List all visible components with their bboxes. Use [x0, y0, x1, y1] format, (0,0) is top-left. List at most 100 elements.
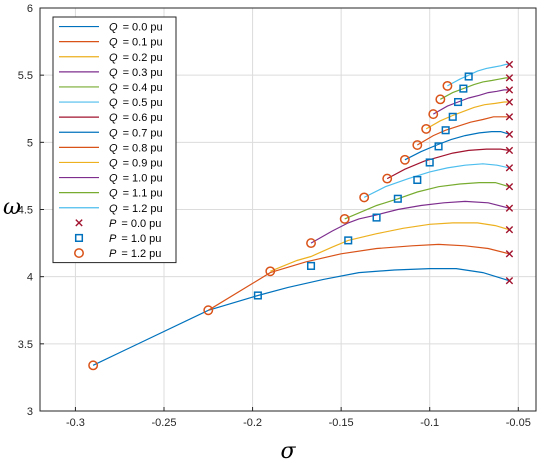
legend-value: = 0.9 pu: [123, 157, 163, 169]
marker-x-5: [505, 164, 514, 172]
legend-value: = 0.4 pu: [123, 82, 163, 94]
x-axis-label: σ: [280, 439, 296, 464]
legend-value: = 0.1 pu: [123, 37, 163, 49]
legend-marker: [74, 248, 84, 259]
legend-entry-8: Q = 0.8 pu: [59, 142, 163, 154]
legend-label: Q = 1.1 pu: [109, 188, 163, 200]
series-line-1: [207, 243, 510, 311]
marker-square-11: [459, 84, 468, 93]
series-line-2: [270, 222, 510, 272]
legend-value: = 1.0 pu: [121, 233, 161, 245]
legend-entry-10: Q = 1.0 pu: [59, 173, 163, 185]
x-tick-label: -0.2: [243, 417, 262, 429]
marker-square-7: [434, 142, 443, 151]
legend-value: = 1.1 pu: [123, 188, 163, 200]
marker-square-9: [448, 112, 457, 121]
legend-label: P = 1.0 pu: [109, 233, 161, 245]
legend-label: P = 1.2 pu: [109, 248, 161, 260]
legend-entry-7: Q = 0.7 pu: [59, 127, 163, 139]
marker-circle-1: [203, 305, 214, 316]
marker-x-10: [505, 86, 514, 94]
series-line-8: [416, 116, 510, 146]
series-line-6: [386, 148, 510, 180]
legend-symbol: P: [109, 248, 117, 260]
legend-entry-4: Q = 0.4 pu: [59, 82, 163, 94]
marker-square-8: [441, 126, 450, 135]
legend-value: = 0.7 pu: [123, 127, 163, 139]
legend-entry-3: Q = 0.3 pu: [59, 67, 163, 79]
legend-value: = 0.5 pu: [123, 97, 163, 109]
series-line-5: [363, 163, 510, 198]
marker-square-0: [253, 291, 262, 300]
legend-value: = 0.6 pu: [123, 112, 163, 124]
legend-entry-9: Q = 0.9 pu: [59, 157, 163, 169]
legend-symbol: Q: [109, 37, 118, 49]
series-line-4: [344, 182, 510, 220]
legend-marker: [74, 233, 84, 242]
legend-label: Q = 0.3 pu: [109, 67, 163, 79]
legend-entry-0: Q = 0.0 pu: [59, 22, 163, 34]
marker-circle-3: [306, 238, 316, 249]
legend-label: Q = 0.7 pu: [109, 127, 163, 139]
plot-area: [88, 60, 514, 371]
x-tick-label: -0.15: [329, 417, 354, 429]
marker-circle-10: [428, 109, 439, 120]
series-line-10: [433, 89, 510, 115]
legend-symbol: Q: [109, 112, 118, 124]
legend-entry-15: P = 1.2 pu: [74, 248, 161, 260]
legend-label: Q = 1.2 pu: [109, 203, 163, 215]
marker-square-12: [464, 72, 473, 81]
legend-entry-1: Q = 0.1 pu: [59, 37, 163, 49]
marker-square-6: [425, 158, 434, 167]
series-line-11: [440, 77, 510, 100]
legend-symbol: P: [109, 218, 117, 230]
marker-x-11: [505, 74, 514, 82]
legend: Q = 0.0 puQ = 0.1 puQ = 0.2 puQ = 0.3 puQ = 0…: [52, 16, 177, 264]
legend-value: = 1.2 pu: [123, 203, 163, 215]
marker-circle-8: [412, 140, 423, 150]
legend-entry-5: Q = 0.5 pu: [59, 97, 163, 109]
marker-x-4: [505, 182, 514, 191]
marker-circle-2: [265, 266, 276, 277]
legend-symbol: Q: [109, 142, 118, 154]
legend-label: Q = 0.2 pu: [109, 52, 163, 64]
marker-x-0: [505, 277, 514, 285]
marker-square-5: [413, 175, 422, 184]
legend-entry-6: Q = 0.6 pu: [59, 112, 163, 124]
y-tick-label: 6: [27, 3, 33, 15]
marker-x-2: [505, 225, 514, 234]
legend-symbol: Q: [109, 203, 118, 215]
marker-x-12: [505, 60, 514, 69]
legend-box: [52, 16, 177, 264]
marker-square-2: [344, 236, 353, 245]
legend-value: = 0.2 pu: [123, 52, 163, 64]
series-line-3: [310, 200, 510, 244]
legend-label: Q = 0.5 pu: [109, 97, 163, 109]
y-axis: 3 3.5 4 4.5 5 5.5 6: [18, 3, 44, 418]
y-tick-label: 3.5: [18, 339, 33, 351]
legend-entry-12: Q = 1.2 pu: [59, 203, 163, 215]
marker-circle-4: [339, 213, 350, 224]
legend-symbol: Q: [109, 82, 118, 94]
legend-label: Q = 0.6 pu: [109, 112, 163, 124]
x-axis: -0.3 -0.25 -0.2 -0.15 -0.1 -0.05: [66, 407, 531, 429]
legend-value: = 0.3 pu: [123, 67, 163, 79]
legend-label: Q = 0.9 pu: [109, 157, 163, 169]
legend-symbol: Q: [109, 22, 118, 34]
legend-value: = 0.0 pu: [123, 22, 163, 34]
marker-x-1: [505, 250, 514, 258]
legend-value: = 1.2 pu: [121, 248, 161, 260]
marker-x-6: [505, 146, 514, 155]
y-tick-label: 5.5: [18, 70, 33, 82]
marker-x-8: [505, 113, 514, 121]
legend-marker: [75, 219, 83, 227]
x-tick-label: -0.05: [506, 417, 531, 429]
legend-symbol: Q: [109, 173, 118, 185]
legend-entry-2: Q = 0.2 pu: [59, 52, 163, 64]
legend-entry-14: P = 1.0 pu: [74, 233, 161, 245]
series-line-12: [447, 63, 510, 87]
legend-label: Q = 0.8 pu: [109, 142, 163, 154]
marker-circle-9: [421, 123, 432, 134]
legend-value: = 1.0 pu: [123, 173, 163, 185]
